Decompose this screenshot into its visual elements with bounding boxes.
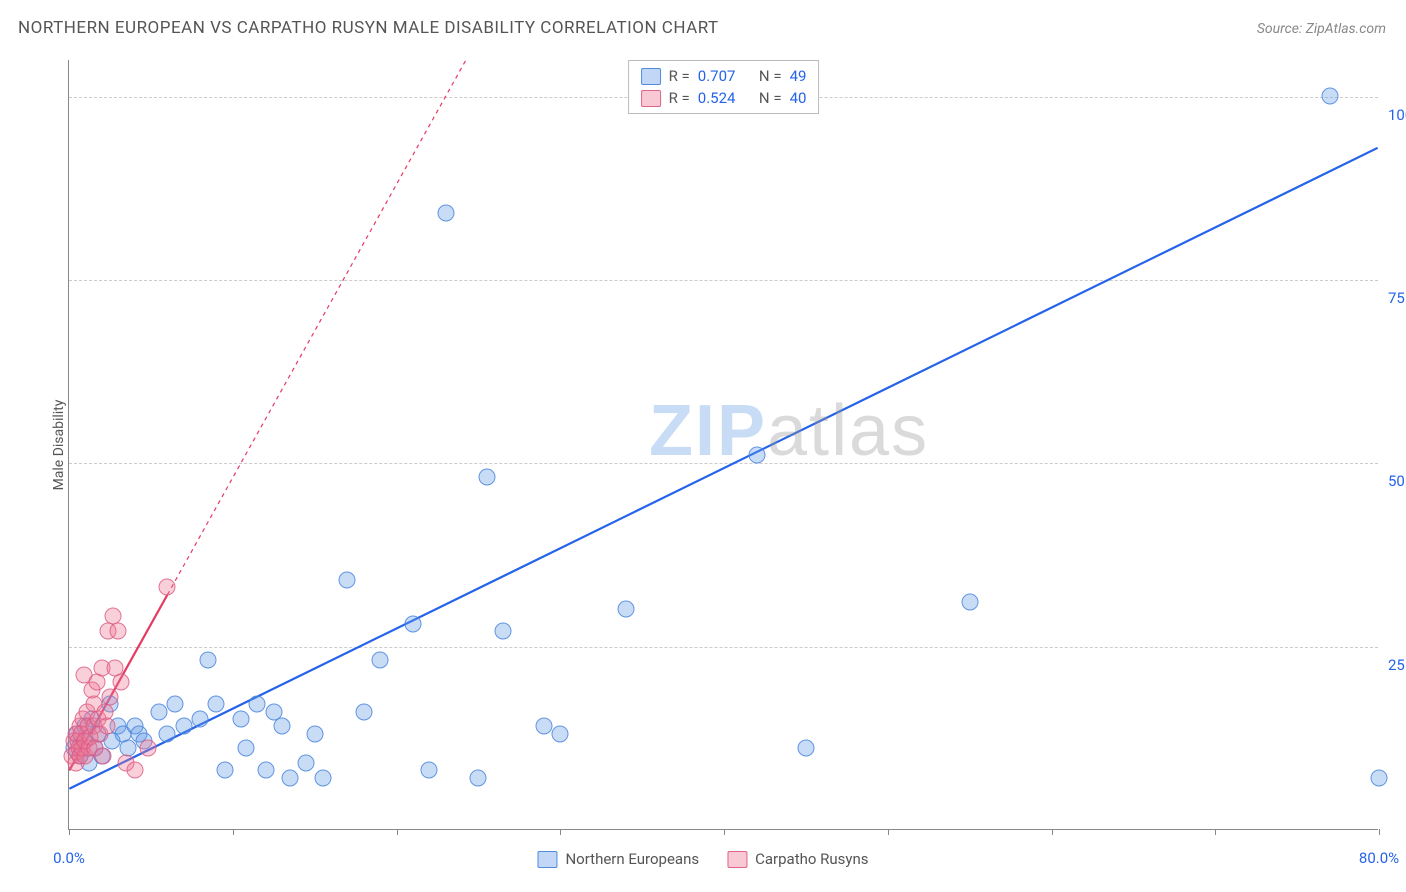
y-tick-label: 100.0% — [1388, 106, 1406, 124]
y-tick-label: 75.0% — [1388, 289, 1406, 307]
data-point — [961, 593, 978, 610]
x-tick — [69, 829, 70, 835]
data-point — [617, 601, 634, 618]
stats-legend-box: R = 0.707 N = 49 R = 0.524 N = 40 — [628, 60, 820, 114]
y-axis-label: Male Disability — [51, 399, 67, 490]
data-point — [232, 711, 249, 728]
x-tick-label: 0.0% — [53, 849, 85, 867]
data-point — [249, 696, 266, 713]
x-tick — [397, 829, 398, 835]
stats-row-northern: R = 0.707 N = 49 — [641, 65, 807, 87]
gridline — [69, 280, 1378, 281]
data-point — [257, 762, 274, 779]
data-point — [113, 674, 130, 691]
data-point — [237, 740, 254, 757]
x-tick — [724, 829, 725, 835]
y-tick-label: 25.0% — [1388, 656, 1406, 674]
data-point — [421, 762, 438, 779]
data-point — [216, 762, 233, 779]
data-point — [355, 703, 372, 720]
legend-label: Northern Europeans — [565, 850, 699, 868]
swatch-blue-icon — [537, 851, 557, 868]
data-point — [535, 718, 552, 735]
data-point — [404, 615, 421, 632]
data-point — [797, 740, 814, 757]
y-tick-label: 50.0% — [1388, 472, 1406, 490]
stats-row-carpatho: R = 0.524 N = 40 — [641, 87, 807, 109]
data-point — [175, 718, 192, 735]
data-point — [494, 623, 511, 640]
data-point — [1371, 769, 1388, 786]
data-point — [306, 725, 323, 742]
x-tick — [1052, 829, 1053, 835]
correlation-scatter-chart: Male Disability 25.0%50.0%75.0%100.0% 0.… — [18, 50, 1388, 880]
data-point — [110, 623, 127, 640]
legend-item-northern: Northern Europeans — [537, 850, 699, 868]
data-point — [282, 769, 299, 786]
data-point — [126, 762, 143, 779]
gridline — [69, 463, 1378, 464]
x-tick — [1379, 829, 1380, 835]
x-tick — [1215, 829, 1216, 835]
data-point — [273, 718, 290, 735]
x-tick-label: 80.0% — [1359, 849, 1399, 867]
data-point — [208, 696, 225, 713]
data-point — [88, 674, 105, 691]
data-point — [748, 447, 765, 464]
swatch-blue-icon — [641, 68, 661, 85]
data-point — [159, 579, 176, 596]
data-point — [339, 571, 356, 588]
data-point — [167, 696, 184, 713]
data-point — [159, 725, 176, 742]
data-point — [192, 711, 209, 728]
gridline — [69, 647, 1378, 648]
swatch-pink-icon — [727, 851, 747, 868]
data-point — [470, 769, 487, 786]
data-point — [298, 755, 315, 772]
data-point — [151, 703, 168, 720]
x-tick — [560, 829, 561, 835]
source-attribution: Source: ZipAtlas.com — [1257, 21, 1386, 37]
data-point — [1321, 87, 1338, 104]
data-point — [101, 689, 118, 706]
plot-area: Male Disability 25.0%50.0%75.0%100.0% 0.… — [68, 60, 1378, 830]
watermark: ZIPatlas — [649, 390, 929, 472]
data-point — [200, 652, 217, 669]
data-point — [437, 205, 454, 222]
data-point — [552, 725, 569, 742]
legend-label: Carpatho Rusyns — [755, 850, 868, 868]
x-tick — [888, 829, 889, 835]
data-point — [372, 652, 389, 669]
swatch-pink-icon — [641, 90, 661, 107]
data-point — [314, 769, 331, 786]
data-point — [478, 469, 495, 486]
data-point — [139, 740, 156, 757]
data-point — [95, 747, 112, 764]
data-point — [98, 718, 115, 735]
x-tick — [233, 829, 234, 835]
bottom-legend: Northern Europeans Carpatho Rusyns — [537, 850, 868, 868]
chart-title: NORTHERN EUROPEAN VS CARPATHO RUSYN MALE… — [18, 18, 719, 38]
legend-item-carpatho: Carpatho Rusyns — [727, 850, 868, 868]
